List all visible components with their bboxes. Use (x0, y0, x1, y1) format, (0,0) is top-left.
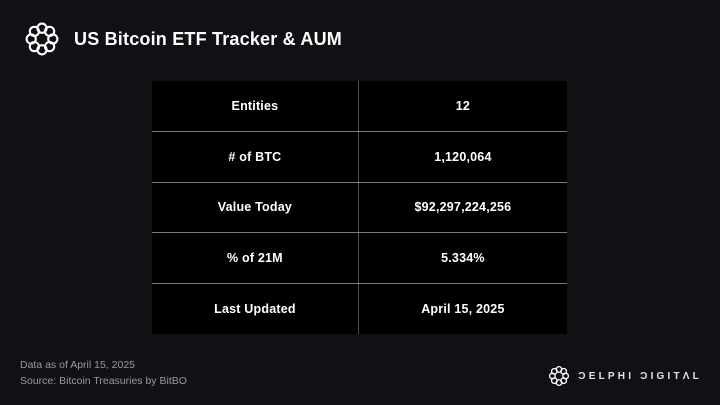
footer-brand: ƆELPHI ƆIGITΛL (548, 365, 702, 387)
row-label: # of BTC (228, 149, 282, 164)
header: US Bitcoin ETF Tracker & AUM (24, 21, 342, 57)
row-value: 5.334% (357, 233, 567, 284)
row-value: April 15, 2025 (357, 284, 567, 334)
row-label: Entities (231, 98, 279, 113)
row-label: Last Updated (214, 302, 296, 317)
row-label: Value Today (217, 200, 293, 215)
delphi-digital-wordmark: ƆELPHI ƆIGITΛL (578, 370, 702, 382)
row-value: 12 (357, 81, 567, 131)
source-note: Source: Bitcoin Treasuries by BitBO (20, 375, 187, 387)
data-as-of-note: Data as of April 15, 2025 (20, 359, 135, 371)
footer-notes: Data as of April 15, 2025 Source: Bitcoi… (20, 357, 187, 389)
table-row: Entities 12 (152, 81, 567, 131)
delphi-ring-logo-icon (25, 22, 59, 56)
table-row: Value Today $92,297,224,256 (152, 181, 567, 233)
delphi-ring-logo-icon (549, 365, 570, 387)
row-value: $92,297,224,256 (357, 182, 567, 233)
stats-table: Entities 12 # of BTC 1,120,064 Value Tod… (152, 81, 567, 334)
row-value: 1,120,064 (357, 131, 567, 182)
table-row: Last Updated April 15, 2025 (152, 283, 567, 334)
table-row: # of BTC 1,120,064 (152, 130, 567, 182)
table-row: % of 21M 5.334% (152, 232, 567, 284)
row-label: % of 21M (227, 251, 283, 266)
page-title: US Bitcoin ETF Tracker & AUM (74, 28, 342, 49)
